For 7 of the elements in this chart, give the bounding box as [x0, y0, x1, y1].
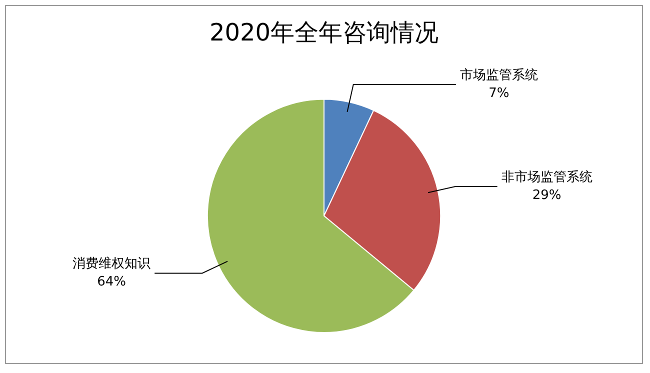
slice-label: 非市场监管系统 — [501, 170, 592, 185]
slice-label: 消费维权知识 — [72, 256, 151, 272]
data-label: 7% — [488, 86, 510, 101]
slice-label: 市场监管系统 — [460, 68, 538, 83]
data-label: 64% — [97, 274, 126, 290]
chart-title: 2020年全年咨询情况 — [209, 18, 439, 47]
data-label: 29% — [532, 188, 562, 203]
